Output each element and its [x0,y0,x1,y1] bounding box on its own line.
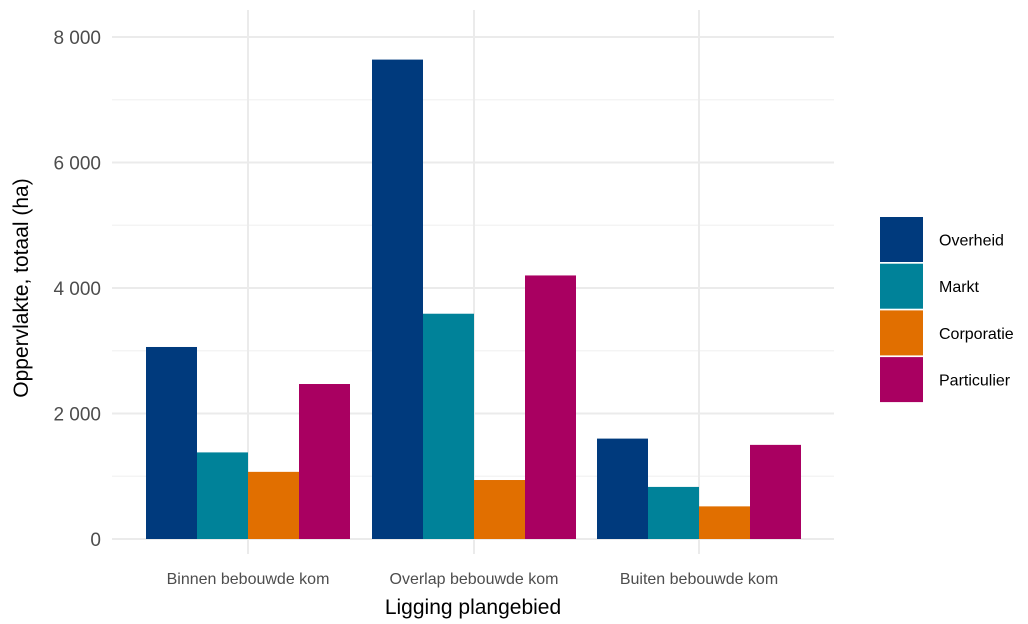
x-tick-label: Overlap bebouwde kom [390,571,559,588]
bar-overheid [372,59,423,540]
bar-particulier [525,275,576,539]
legend-label: Overheid [939,233,1004,250]
x-axis-title: Ligging plangebied [385,596,561,619]
y-tick-label: 2 000 [53,405,101,426]
bar-corporatie [474,480,525,539]
bars [146,59,801,540]
legend-key-particulier [880,357,923,403]
legend-label: Particulier [939,373,1011,390]
bar-corporatie [699,506,750,539]
x-tick-labels: Binnen bebouwde kom Overlap bebouwde kom B… [167,571,779,588]
y-tick-label: 6 000 [53,154,101,175]
y-tick-label: 0 [90,530,101,551]
bar-markt [423,313,474,539]
y-tick-label: 4 000 [53,279,101,300]
x-tick-label: Buiten bebouwde kom [620,571,778,588]
legend-key-corporatie [880,310,923,356]
legend: Overheid Markt Corporatie Particulier [880,217,1014,403]
legend-key-overheid [880,217,923,262]
bar-corporatie [248,471,299,539]
bar-overheid [597,438,648,539]
legend-key-markt [880,263,923,309]
bar-markt [197,452,248,539]
legend-label: Markt [939,279,980,296]
y-axis-title: Oppervlakte, totaal (ha) [10,178,33,397]
bar-markt [648,486,699,539]
y-tick-labels: 0 2 000 4 000 6 000 8 000 [53,28,101,551]
bar-particulier [299,384,350,539]
legend-label: Corporatie [939,326,1014,343]
bar-overheid [146,346,197,539]
y-tick-label: 8 000 [53,28,101,49]
bar-particulier [750,444,801,539]
x-tick-label: Binnen bebouwde kom [167,571,330,588]
